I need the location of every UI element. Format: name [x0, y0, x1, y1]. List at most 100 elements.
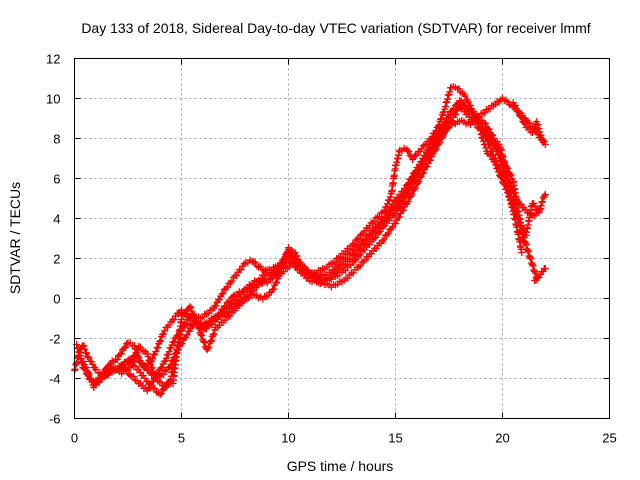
- data-point: [517, 113, 525, 121]
- data-point: [148, 364, 156, 372]
- data-point: [465, 107, 473, 115]
- data-point: [147, 360, 155, 368]
- data-point: [330, 266, 338, 274]
- x-tick-label: 20: [495, 431, 509, 446]
- data-point: [504, 189, 512, 197]
- data-point: [409, 156, 417, 164]
- data-point: [537, 202, 545, 210]
- data-point: [379, 237, 387, 245]
- data-point: [452, 110, 460, 118]
- data-point: [116, 350, 124, 358]
- y-tick-label: 6: [53, 172, 60, 187]
- data-point: [509, 201, 517, 209]
- data-point: [198, 332, 206, 340]
- y-tick-label: 8: [53, 132, 60, 147]
- data-point: [387, 225, 395, 233]
- data-point: [157, 337, 165, 345]
- data-point: [439, 132, 447, 140]
- data-point: [384, 200, 392, 208]
- data-point: [441, 103, 449, 111]
- data-point: [500, 157, 508, 165]
- data-point: [448, 117, 456, 125]
- data-point: [369, 227, 377, 235]
- data-point: [461, 92, 469, 100]
- data-point: [419, 142, 427, 150]
- data-point: [141, 374, 149, 382]
- data-point: [541, 141, 549, 148]
- data-point: [361, 236, 369, 244]
- data-point: [375, 220, 383, 228]
- data-point: [216, 309, 224, 317]
- data-point: [123, 340, 131, 348]
- data-point: [392, 220, 399, 228]
- data-point: [472, 120, 480, 128]
- data-point: [528, 260, 536, 268]
- data-point: [411, 184, 419, 192]
- data-point: [521, 239, 529, 247]
- data-point: [431, 147, 439, 155]
- data-point: [186, 303, 194, 311]
- data-point: [207, 337, 215, 345]
- data-point: [424, 147, 432, 155]
- data-point: [420, 169, 428, 177]
- data-point: [178, 316, 185, 324]
- data-point: [389, 223, 397, 231]
- data-point: [82, 364, 90, 372]
- data-point: [335, 261, 343, 269]
- data-point: [383, 231, 391, 239]
- data-point: [143, 350, 151, 358]
- data-point: [212, 302, 220, 310]
- data-point: [427, 156, 435, 164]
- data-point: [541, 191, 549, 198]
- data-point: [475, 124, 483, 132]
- data-point: [356, 231, 364, 239]
- data-point: [421, 152, 429, 160]
- x-axis-label: GPS time / hours: [287, 458, 394, 474]
- data-point: [418, 145, 426, 153]
- data-point: [212, 315, 220, 323]
- data-point: [359, 258, 367, 266]
- data-point: [445, 111, 453, 119]
- x-tick-label: 5: [178, 431, 185, 446]
- data-point: [189, 310, 197, 318]
- data-point: [132, 350, 140, 358]
- data-point: [370, 226, 378, 234]
- data-point: [423, 163, 431, 171]
- data-point: [503, 186, 511, 194]
- data-point: [182, 320, 190, 328]
- data-point: [197, 331, 205, 339]
- data-point: [385, 196, 393, 204]
- data-point: [131, 376, 139, 384]
- data-point: [128, 358, 136, 366]
- data-point: [408, 173, 416, 181]
- data-point: [536, 128, 544, 136]
- data-point: [223, 298, 231, 306]
- data-point: [146, 357, 154, 365]
- data-point: [518, 249, 526, 256]
- data-point: [407, 175, 415, 183]
- data-point: [496, 173, 504, 181]
- data-point: [455, 85, 463, 93]
- data-point: [494, 165, 502, 173]
- data-point: [482, 144, 490, 152]
- data-point: [520, 119, 528, 127]
- data-series: [71, 83, 549, 398]
- data-point: [389, 201, 397, 209]
- data-point: [165, 348, 173, 356]
- data-point: [87, 376, 95, 384]
- data-point: [529, 262, 537, 270]
- data-point: [413, 151, 421, 159]
- series-trace-e: [109, 103, 541, 391]
- data-point: [515, 215, 523, 223]
- data-point: [157, 378, 165, 386]
- data-point: [154, 344, 162, 352]
- data-point: [418, 158, 426, 166]
- data-point: [487, 152, 495, 160]
- data-point: [506, 192, 514, 200]
- data-point: [226, 312, 234, 320]
- y-tick-label: -6: [49, 412, 61, 427]
- x-tick-label: 0: [71, 431, 78, 446]
- data-point: [500, 180, 508, 188]
- data-point: [372, 214, 380, 222]
- data-point: [367, 250, 375, 258]
